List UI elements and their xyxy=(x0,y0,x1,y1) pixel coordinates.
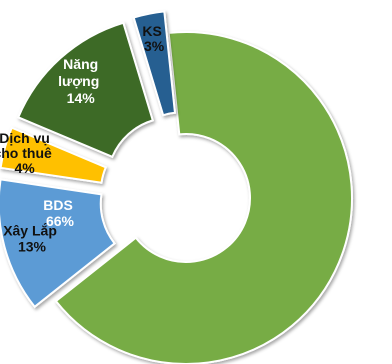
label-line: Dịch vụ xyxy=(0,130,50,146)
label-bds: BDS 66% xyxy=(43,197,76,229)
label-line: lượng xyxy=(58,73,99,89)
slice-xay-lap[interactable] xyxy=(0,178,116,309)
label-xay-lap-category: Xây Lắp xyxy=(3,221,57,238)
label-xay-lap-value: 13% xyxy=(18,238,47,254)
label-nang-luong-value: 14% xyxy=(67,90,96,106)
label-bds-category: BDS xyxy=(43,197,73,213)
slice-dich-vu-cho-thue[interactable] xyxy=(0,126,108,184)
label-dich-vu-cho-thue-category: Dịch vụcho thuê xyxy=(0,130,52,161)
label-nang-luong-category: Năng lượng xyxy=(58,56,99,89)
label-xay-lap: Xây Lắp 13% xyxy=(3,221,61,254)
label-line: Năng xyxy=(63,56,98,72)
label-ks-category: KS xyxy=(142,23,161,39)
label-ks: KS 3% xyxy=(142,23,165,54)
label-bds-value: 66% xyxy=(46,213,75,229)
label-line: cho thuê xyxy=(0,145,52,161)
label-dich-vu-cho-thue: Dịch vụcho thuê 4% xyxy=(0,130,56,176)
slice-ks[interactable] xyxy=(132,10,177,117)
label-dich-vu-cho-thue-value: 4% xyxy=(14,160,35,176)
label-nang-luong: Năng lượng 14% xyxy=(58,56,103,106)
slice-nang-luong[interactable] xyxy=(16,21,155,159)
slice-bds[interactable] xyxy=(54,31,353,364)
label-ks-value: 3% xyxy=(144,38,165,54)
